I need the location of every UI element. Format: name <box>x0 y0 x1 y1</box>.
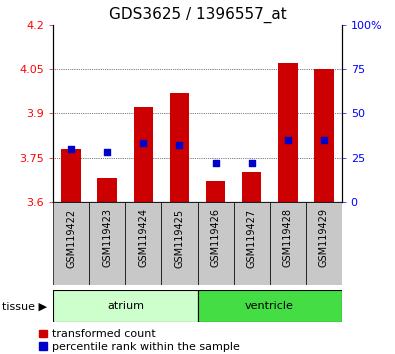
Point <box>140 141 147 146</box>
Bar <box>162 202 198 285</box>
Text: GSM119422: GSM119422 <box>66 209 76 268</box>
Text: GSM119425: GSM119425 <box>175 209 184 268</box>
Point <box>248 160 255 166</box>
Text: GSM119427: GSM119427 <box>246 209 257 268</box>
Bar <box>126 202 162 285</box>
Point <box>176 142 182 148</box>
Text: GSM119429: GSM119429 <box>319 209 329 267</box>
Bar <box>242 172 261 202</box>
Bar <box>206 181 226 202</box>
Bar <box>53 202 89 285</box>
Bar <box>198 290 342 322</box>
Title: GDS3625 / 1396557_at: GDS3625 / 1396557_at <box>109 7 286 23</box>
Text: GSM119423: GSM119423 <box>102 209 113 267</box>
Text: GSM119424: GSM119424 <box>138 209 149 267</box>
Point <box>284 137 291 143</box>
Bar <box>233 202 270 285</box>
Point <box>68 146 75 152</box>
Point <box>104 149 111 155</box>
Bar <box>314 69 333 202</box>
Bar <box>89 202 126 285</box>
Text: GSM119428: GSM119428 <box>282 209 293 267</box>
Bar <box>198 202 233 285</box>
Bar <box>134 107 153 202</box>
Bar <box>270 202 306 285</box>
Bar <box>62 149 81 202</box>
Text: GSM119426: GSM119426 <box>211 209 220 267</box>
Text: tissue ▶: tissue ▶ <box>2 301 47 311</box>
Bar <box>306 202 342 285</box>
Bar <box>98 178 117 202</box>
Bar <box>53 290 198 322</box>
Point <box>320 137 327 143</box>
Bar <box>278 63 297 202</box>
Bar <box>169 93 189 202</box>
Text: atrium: atrium <box>107 301 144 311</box>
Point <box>213 160 219 166</box>
Text: ventricle: ventricle <box>245 301 294 311</box>
Legend: transformed count, percentile rank within the sample: transformed count, percentile rank withi… <box>39 330 240 352</box>
